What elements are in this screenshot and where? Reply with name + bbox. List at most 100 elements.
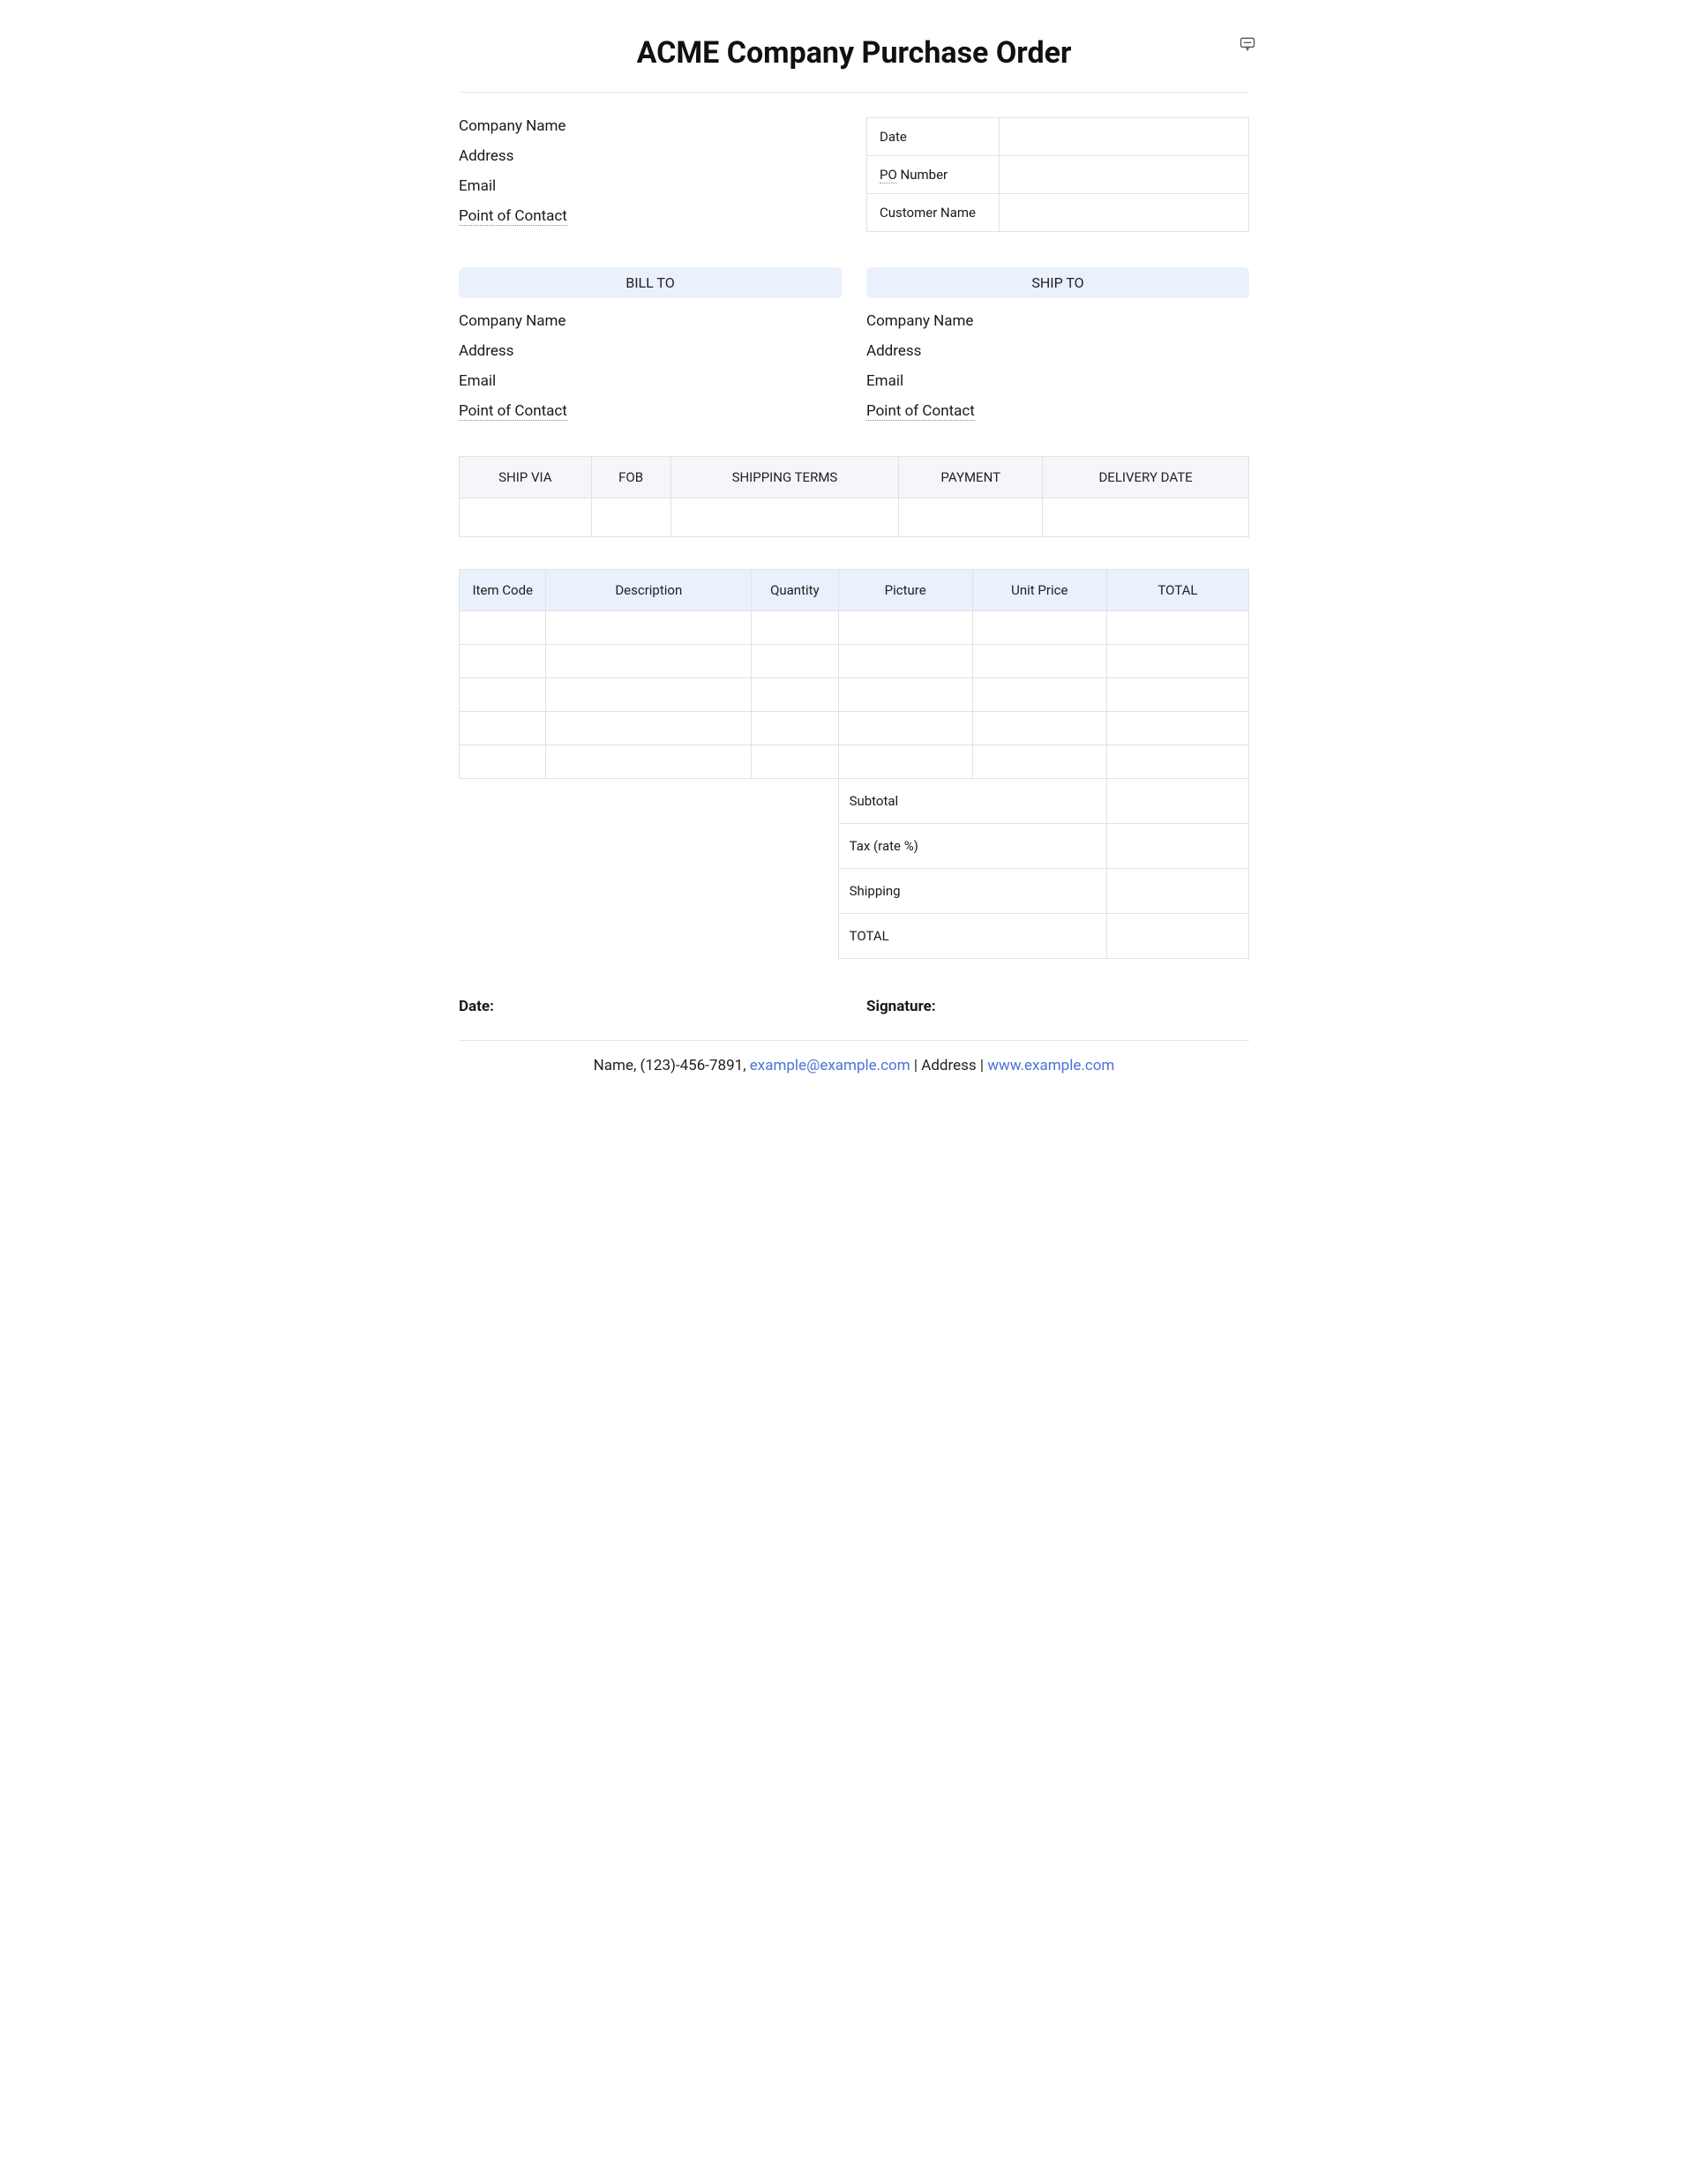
ship-cell[interactable] <box>460 498 592 537</box>
items-row <box>460 611 1249 645</box>
items-cell[interactable] <box>752 645 838 678</box>
meta-row-customer: Customer Name <box>867 194 1249 232</box>
items-table: Item CodeDescriptionQuantityPictureUnit … <box>459 569 1249 959</box>
items-row <box>460 678 1249 712</box>
items-col-header: Item Code <box>460 570 546 611</box>
shipping-terms-table: SHIP VIAFOBSHIPPING TERMSPAYMENTDELIVERY… <box>459 456 1249 537</box>
summary-label: Shipping <box>838 869 1106 914</box>
meta-row-date: Date <box>867 118 1249 156</box>
items-cell[interactable] <box>1106 745 1248 779</box>
ship-cell[interactable] <box>670 498 899 537</box>
summary-row: TOTAL <box>460 914 1249 959</box>
ship-to-block: SHIP TO Company Name Address Email Point… <box>866 267 1249 421</box>
items-cell[interactable] <box>838 678 972 712</box>
billto-company[interactable]: Company Name <box>459 312 842 330</box>
ship-col-header: PAYMENT <box>899 457 1043 498</box>
footer-address: Address <box>921 1057 976 1074</box>
vendor-company[interactable]: Company Name <box>459 117 842 135</box>
items-cell[interactable] <box>838 645 972 678</box>
vendor-address[interactable]: Address <box>459 147 842 165</box>
items-cell[interactable] <box>752 745 838 779</box>
summary-row: Tax (rate %) <box>460 824 1249 869</box>
summary-blank <box>460 914 839 959</box>
items-cell[interactable] <box>752 678 838 712</box>
items-cell[interactable] <box>546 712 752 745</box>
summary-value[interactable] <box>1106 869 1248 914</box>
shipto-address[interactable]: Address <box>866 342 1249 360</box>
footer-phone: (123)-456-7891 <box>640 1057 744 1074</box>
summary-label: Tax (rate %) <box>838 824 1106 869</box>
items-cell[interactable] <box>752 611 838 645</box>
items-cell[interactable] <box>972 712 1106 745</box>
billto-poc[interactable]: Point of Contact <box>459 402 842 421</box>
items-cell[interactable] <box>972 745 1106 779</box>
shipto-company[interactable]: Company Name <box>866 312 1249 330</box>
items-cell[interactable] <box>460 712 546 745</box>
items-cell[interactable] <box>546 678 752 712</box>
meta-label-po: PO Number <box>867 156 1000 194</box>
items-col-header: Description <box>546 570 752 611</box>
items-cell[interactable] <box>546 745 752 779</box>
items-cell[interactable] <box>546 645 752 678</box>
items-cell[interactable] <box>838 712 972 745</box>
items-row <box>460 645 1249 678</box>
meta-table: Date PO Number Customer Name <box>866 117 1249 232</box>
billship-row: BILL TO Company Name Address Email Point… <box>459 267 1249 421</box>
ship-cell[interactable] <box>591 498 670 537</box>
footer-email-link[interactable]: example@example.com <box>750 1057 910 1074</box>
meta-value-date[interactable] <box>1000 118 1249 156</box>
bill-to-block: BILL TO Company Name Address Email Point… <box>459 267 842 421</box>
items-cell[interactable] <box>460 678 546 712</box>
summary-value[interactable] <box>1106 824 1248 869</box>
items-row <box>460 745 1249 779</box>
items-cell[interactable] <box>1106 645 1248 678</box>
summary-value[interactable] <box>1106 914 1248 959</box>
items-cell[interactable] <box>972 678 1106 712</box>
summary-blank <box>460 824 839 869</box>
ship-row <box>460 498 1249 537</box>
signature-label[interactable]: Signature: <box>866 998 1249 1015</box>
shipto-email[interactable]: Email <box>866 372 1249 390</box>
comment-icon[interactable] <box>1239 35 1256 53</box>
items-cell[interactable] <box>460 645 546 678</box>
meta-label-date: Date <box>867 118 1000 156</box>
vendor-email[interactable]: Email <box>459 177 842 195</box>
items-cell[interactable] <box>546 611 752 645</box>
items-cell[interactable] <box>1106 712 1248 745</box>
footer: Name, (123)-456-7891, example@example.co… <box>459 1040 1249 1074</box>
divider <box>459 92 1249 93</box>
signature-row: Date: Signature: <box>459 998 1249 1015</box>
footer-website-link[interactable]: www.example.com <box>987 1057 1114 1074</box>
vendor-poc[interactable]: Point of Contact <box>459 207 842 226</box>
summary-blank <box>460 779 839 824</box>
vendor-block: Company Name Address Email Point of Cont… <box>459 117 842 232</box>
ship-col-header: SHIPPING TERMS <box>670 457 899 498</box>
items-cell[interactable] <box>460 745 546 779</box>
billto-email[interactable]: Email <box>459 372 842 390</box>
date-label[interactable]: Date: <box>459 998 842 1015</box>
ship-col-header: SHIP VIA <box>460 457 592 498</box>
summary-blank <box>460 869 839 914</box>
items-cell[interactable] <box>1106 678 1248 712</box>
items-cell[interactable] <box>752 712 838 745</box>
items-cell[interactable] <box>838 745 972 779</box>
items-cell[interactable] <box>838 611 972 645</box>
meta-value-customer[interactable] <box>1000 194 1249 232</box>
footer-name: Name <box>594 1057 633 1074</box>
meta-row-po: PO Number <box>867 156 1249 194</box>
meta-value-po[interactable] <box>1000 156 1249 194</box>
summary-value[interactable] <box>1106 779 1248 824</box>
items-cell[interactable] <box>972 645 1106 678</box>
billto-address[interactable]: Address <box>459 342 842 360</box>
ship-cell[interactable] <box>1043 498 1249 537</box>
items-cell[interactable] <box>972 611 1106 645</box>
items-cell[interactable] <box>460 611 546 645</box>
ship-cell[interactable] <box>899 498 1043 537</box>
meta-label-customer: Customer Name <box>867 194 1000 232</box>
items-row <box>460 712 1249 745</box>
ship-col-header: FOB <box>591 457 670 498</box>
items-cell[interactable] <box>1106 611 1248 645</box>
items-col-header: Picture <box>838 570 972 611</box>
top-row: Company Name Address Email Point of Cont… <box>459 117 1249 232</box>
shipto-poc[interactable]: Point of Contact <box>866 402 1249 421</box>
